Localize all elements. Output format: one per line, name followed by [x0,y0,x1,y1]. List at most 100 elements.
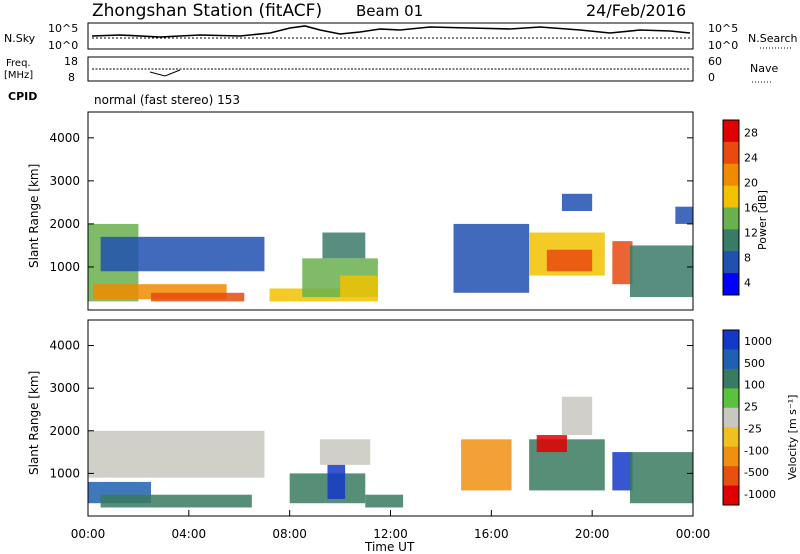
nsearch-tick-top: 10^5 [708,22,738,35]
colorbar-tick-label: -100 [744,444,769,457]
velocity-ylabel: Slant Range [km] [27,371,41,475]
y-tick-label: 3000 [49,174,80,188]
colorbar-segment [723,120,739,143]
colorbar-tick-label: 12 [744,227,758,240]
colorbar-tick-label: 100 [744,379,765,392]
y-tick-label: 2000 [49,424,80,438]
x-tick-label: 08:00 [272,527,307,541]
freq-unit: [MHz] [4,70,33,81]
data-region [322,232,366,259]
beam-label: Beam 01 [356,2,423,20]
colorbar-segment [723,207,739,230]
nsky-tick-top: 10^5 [48,22,78,35]
power-cbar-label: Power [dB] [756,190,769,250]
colorbar-tick-label: -500 [744,466,769,479]
velocity-colorbar: 1000 500 100 25 -25 -100 -500 -1000 Velocity [m… [722,329,799,506]
data-region [675,206,693,224]
data-region [546,249,593,272]
y-tick-label: 2000 [49,217,80,231]
data-region [461,439,512,491]
x-tick-label: 20:00 [575,527,610,541]
colorbar-segment [723,368,739,389]
x-tick-label: 04:00 [172,527,207,541]
colorbar-segment [723,229,739,252]
colorbar-segment [723,388,739,409]
nave-tick-bottom: 0 [708,71,715,84]
colorbar-tick-label: 28 [744,127,758,140]
power-y-ticks: 1000 2000 3000 4000 [49,131,693,274]
data-region [319,439,371,465]
colorbar-segment [723,427,739,448]
velocity-data-cells [88,396,693,508]
data-region [151,292,245,302]
colorbar-tick-label: 4 [744,277,751,290]
data-region [365,494,404,508]
data-region [453,223,530,293]
nave-label: Nave [750,62,778,75]
x-tick-label: 16:00 [474,527,509,541]
colorbar-segment [723,251,739,274]
power-data-cells [88,193,693,302]
data-region [561,193,593,211]
nsearch-label: N.Search [748,32,798,45]
data-region [340,275,378,302]
data-region [612,241,633,285]
nsky-panel: N.Sky 10^5 10^0 10^5 10^0 N.Search [4,22,798,52]
velocity-y-ticks: 1000 2000 3000 4000 [49,339,693,480]
colorbar-tick-label: 16 [744,202,758,215]
y-tick-label: 4000 [49,339,80,353]
colorbar-segment [723,466,739,487]
nave-trace [149,69,181,77]
data-region [629,245,693,298]
colorbar-segment [723,163,739,187]
cpid-text: normal (fast stereo) 153 [94,93,240,107]
freq-tick-top: 18 [64,55,78,68]
data-region [88,430,265,478]
colorbar-tick-label: 20 [744,177,758,190]
x-tick-label: 12:00 [373,527,408,541]
nsky-tick-bottom: 10^0 [48,39,78,52]
y-tick-label: 3000 [49,381,80,395]
power-panel: 1000 2000 3000 4000 Slant Range [km] [27,111,694,311]
cpid-label: CPID [8,90,37,103]
data-region [100,236,265,272]
station-title: Zhongshan Station (fitACF) [92,1,322,21]
colorbar-tick-label: 8 [744,252,751,265]
power-ylabel: Slant Range [km] [27,164,41,268]
date-label: 24/Feb/2016 [586,1,686,20]
colorbar-segment [723,407,739,428]
time-x-ticks: 00:00 04:00 08:00 12:00 16:00 20:00 00:00 [71,510,711,541]
colorbar-tick-label: 24 [744,152,758,165]
nsky-label: N.Sky [4,32,36,45]
time-xlabel: Time UT [364,540,415,554]
y-tick-label: 1000 [49,466,80,480]
data-region [327,464,346,499]
colorbar-segment [723,185,739,208]
colorbar-tick-label: -25 [744,422,762,435]
nsearch-tick-bottom: 10^0 [708,39,738,52]
power-colorbar: 28 24 20 16 12 8 4 Power [dB] [722,119,769,296]
data-region [629,452,693,504]
colorbar-tick-label: 1000 [744,335,772,348]
x-tick-label: 00:00 [676,527,711,541]
colorbar-tick-label: -1000 [744,488,776,501]
y-tick-label: 4000 [49,131,80,145]
colorbar-segment [723,485,739,506]
freq-panel: Freq. [MHz] 18 8 60 0 Nave [4,55,778,84]
colorbar-segment [723,349,739,370]
nsky-trace [91,25,691,38]
data-region [561,396,593,436]
data-region [536,435,567,453]
x-tick-label: 00:00 [71,527,106,541]
colorbar-segment [723,273,739,296]
freq-label: Freq. [6,58,31,69]
colorbar-segment [723,446,739,467]
nave-tick-top: 60 [708,55,722,68]
data-region [100,494,252,508]
y-tick-label: 1000 [49,260,80,274]
colorbar-segment [723,141,739,165]
velocity-cbar-label: Velocity [m s⁻¹] [786,395,799,480]
colorbar-segment [723,330,739,350]
